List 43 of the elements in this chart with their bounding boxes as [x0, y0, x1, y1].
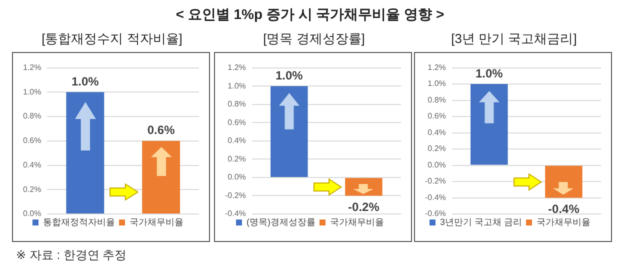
y-tick-label: 0.8%	[228, 100, 246, 109]
data-label: 1.0%	[275, 68, 304, 82]
chart-title: [명목 경제성장률]	[262, 30, 366, 48]
y-tick-label: 1.0%	[228, 81, 246, 90]
y-tick-label: 0.6%	[428, 112, 446, 121]
data-label: 0.6%	[147, 123, 176, 138]
data-label: 1.0%	[71, 74, 100, 88]
y-tick-label: 1.2%	[428, 63, 446, 72]
legend-label: 국가채무비율	[536, 216, 591, 227]
text: ※ 자료 : 한경연 추정	[16, 247, 127, 264]
y-tick-label: 0.6%	[228, 118, 246, 127]
y-tick-label: 0.2%	[23, 184, 42, 194]
y-tick-label: 0.6%	[23, 136, 42, 146]
y-tick-label: 0.2%	[428, 144, 446, 154]
text: < 요인별 1%p 증가 시 국가채무비율 영향 >	[174, 6, 446, 24]
chart-title: [3년 만기 국고채금리]	[450, 30, 578, 48]
y-tick-label: 0.4%	[228, 136, 246, 146]
chart-title: [통합재정수지 적자비율]	[40, 30, 184, 48]
y-tick-label: 0.8%	[428, 95, 446, 104]
y-tick-label: -0.2%	[224, 190, 246, 200]
y-tick-label: -0.2%	[424, 176, 446, 186]
y-tick-label: 0.4%	[23, 160, 42, 170]
y-tick-label: 1.0%	[428, 79, 446, 88]
legend-label: 3년만기 국고채 금리	[440, 216, 522, 227]
data-label: -0.2%	[348, 200, 380, 214]
y-tick-label: 0.0%	[228, 172, 246, 182]
legend-label: 통합재정적자비율	[43, 216, 115, 227]
legend-label: (명목)경제성장률	[246, 216, 316, 227]
y-tick-label: -0.4%	[224, 209, 246, 218]
y-tick-label: 1.0%	[23, 87, 42, 96]
y-tick-label: 0.4%	[428, 128, 446, 137]
legend-label: 국가채무비율	[330, 216, 384, 227]
y-tick-label: 1.2%	[228, 63, 246, 72]
y-tick-label: 1.2%	[23, 63, 42, 72]
data-label: 1.0%	[475, 66, 504, 80]
y-tick-label: 0.8%	[23, 112, 42, 121]
y-tick-label: 0.0%	[23, 209, 42, 218]
data-label: -0.4%	[548, 202, 580, 216]
y-tick-label: 0.2%	[228, 154, 246, 164]
y-tick-label: 0.0%	[428, 160, 446, 170]
y-tick-label: -0.6%	[424, 209, 446, 218]
legend-label: 국가채무비율	[130, 216, 184, 227]
y-tick-label: -0.4%	[424, 192, 446, 202]
